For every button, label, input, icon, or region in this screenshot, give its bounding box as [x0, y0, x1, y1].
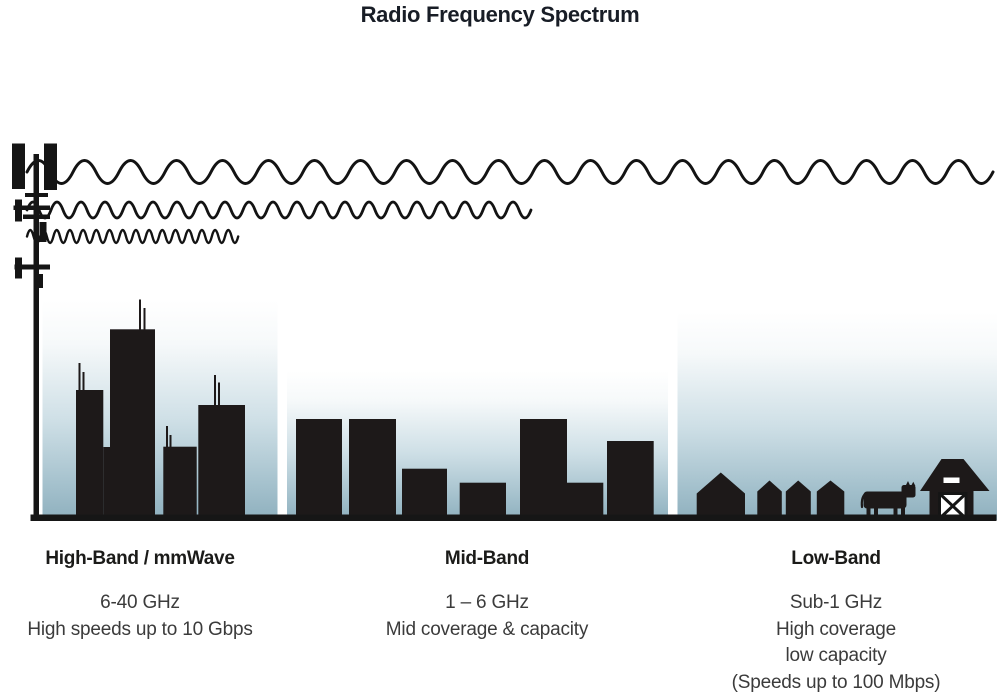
barn-icon	[920, 459, 990, 520]
band-frequency: 1 – 6 GHz	[445, 592, 529, 613]
house-icon	[816, 480, 845, 519]
band-heading: Mid-Band	[444, 548, 530, 569]
spectrum-graphic	[12, 143, 997, 521]
band-label-mid: Mid-Band	[337, 548, 637, 570]
building	[402, 468, 447, 519]
band-description: High speeds up to 10 Gbps	[27, 618, 253, 640]
diagram-title: Radio Frequency Spectrum	[360, 2, 640, 27]
building	[567, 482, 604, 519]
band-frequency: Sub-1 GHz	[789, 592, 883, 613]
band-heading: High-Band / mmWave	[45, 548, 235, 569]
band-heading: Low-Band	[791, 548, 881, 569]
low-band-wave	[25, 159, 995, 185]
skyscraper	[198, 405, 245, 519]
house-icon	[696, 472, 745, 519]
band-description: low capacity	[785, 645, 887, 666]
cell-tower-icon	[12, 143, 57, 521]
building	[459, 482, 506, 519]
band-label-low: Low-Band	[686, 548, 986, 570]
band-description: Mid coverage & capacity	[385, 618, 589, 640]
skyscraper	[110, 329, 155, 519]
skyscraper	[103, 447, 111, 519]
house-icon	[757, 480, 782, 519]
rural-scene	[696, 459, 990, 520]
radio-waves	[25, 159, 995, 245]
band-details-mid: 1 – 6 GHz Mid coverage & capacity	[337, 590, 637, 643]
band-description: High coverage	[776, 618, 896, 640]
building	[296, 419, 342, 519]
band-frequency: 6-40 GHz	[100, 592, 180, 613]
band-details-high: 6-40 GHz High speeds up to 10 Gbps	[15, 590, 265, 643]
building	[349, 419, 396, 519]
band-label-high: High-Band / mmWave	[15, 548, 265, 570]
building	[607, 441, 654, 519]
city-skyline-icon	[76, 299, 245, 519]
high-band-wave	[25, 228, 240, 245]
rooftop-antennas	[78, 299, 220, 448]
house-icon	[785, 480, 811, 519]
mid-band-wave	[25, 200, 533, 220]
skyscraper	[163, 446, 197, 519]
skyscraper	[76, 390, 104, 519]
cow-icon	[860, 481, 916, 518]
ground-line	[30, 514, 997, 521]
building	[520, 419, 567, 519]
band-description: (Speeds up to 100 Mbps)	[731, 671, 941, 693]
band-details-low: Sub-1 GHz High coverage low capacity (Sp…	[686, 590, 986, 696]
town-buildings-icon	[296, 419, 654, 519]
